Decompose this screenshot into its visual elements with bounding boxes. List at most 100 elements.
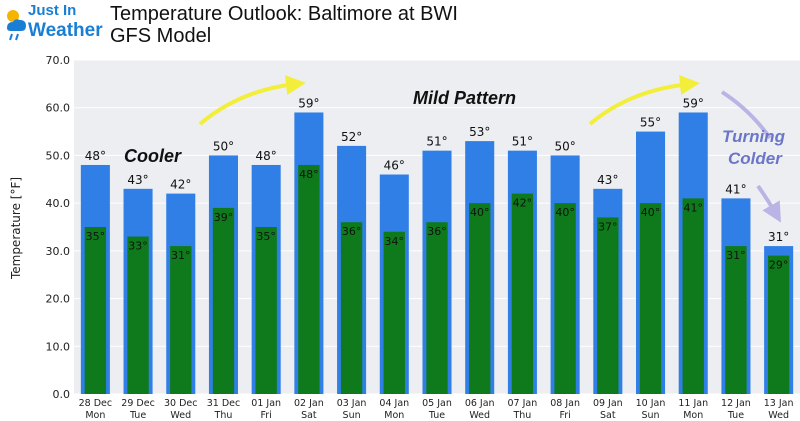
high-value-label: 53° [469,125,490,139]
y-axis-label: Temperature [°F] [9,177,23,280]
annotation-turning: Turning [722,127,786,146]
x-tick-day: Sun [343,410,361,421]
x-tick-day: Tue [727,410,744,421]
low-value-label: 34° [385,235,405,248]
high-value-label: 42° [170,178,191,192]
weather-logo-icon [7,10,26,41]
x-tick-day: Fri [559,410,570,421]
bar-low [469,203,491,394]
bar-low [554,203,576,394]
bar-low [725,246,747,394]
x-tick-day: Sat [600,410,616,421]
x-tick-day: Tue [428,410,445,421]
high-value-label: 41° [725,182,746,196]
bar-low [426,222,448,394]
annotation-mild-pattern: Mild Pattern [413,88,516,108]
low-value-label: 39° [214,211,234,224]
low-value-label: 31° [726,249,746,262]
x-tick-date: 28 Dec [79,398,113,409]
low-value-label: 35° [256,230,276,243]
x-tick-day: Tue [129,410,146,421]
x-tick-date: 09 Jan [593,398,623,409]
low-value-label: 40° [555,206,575,219]
bar-low [511,193,534,394]
high-value-label: 59° [683,96,704,110]
bar-low [127,236,149,394]
low-value-label: 40° [470,206,490,219]
bar-low [340,222,363,394]
bar-low [298,164,320,394]
high-value-label: 59° [298,96,319,110]
bar-low [597,217,619,394]
bar-low [767,255,790,394]
x-tick-day: Mon [683,410,703,421]
high-value-label: 51° [512,135,533,149]
y-tick-label: 40.0 [46,197,71,210]
high-value-label: 46° [384,159,405,173]
annotation-cooler: Cooler [124,146,182,166]
y-tick-label: 10.0 [46,340,71,353]
y-tick-label: 0.0 [53,388,71,401]
chart-subtitle: GFS Model [110,25,212,47]
x-tick-day: Wed [170,410,191,421]
y-tick-label: 30.0 [46,245,71,258]
x-tick-date: 11 Jan [678,398,708,409]
x-tick-date: 02 Jan [294,398,324,409]
bar-low [170,246,192,394]
bar-low [639,203,662,394]
high-value-label: 50° [213,139,234,153]
header: Just In Weather Temperature Outlook: Bal… [0,0,800,48]
low-value-label: 31° [171,249,191,262]
logo-line2: Weather [28,20,103,41]
high-value-label: 31° [768,230,789,244]
chart-title: Temperature Outlook: Baltimore at BWI [110,3,458,25]
yellow-arrow-left [198,75,306,126]
x-tick-day: Wed [768,410,789,421]
high-value-label: 50° [554,139,575,153]
bar-low [383,231,405,394]
x-tick-day: Sat [301,410,317,421]
bars: 48° 35° 43° 33° 42° 31° 50° 39° 48° 35° 59° 48° 52° 3… [80,96,794,395]
x-tick-date: 31 Dec [207,398,241,409]
x-tick-date: 29 Dec [121,398,155,409]
high-value-label: 55° [640,116,661,130]
low-value-label: 36° [342,225,362,238]
annotation-colder: Colder [728,149,783,168]
x-tick-date: 03 Jan [337,398,367,409]
low-value-label: 37° [598,220,618,233]
logo-line1: Just In [28,2,77,19]
x-tick-day: Fri [261,410,272,421]
high-value-label: 51° [426,135,447,149]
low-value-label: 42° [513,197,533,210]
low-value-label: 40° [641,206,661,219]
low-value-label: 29° [769,259,789,272]
x-tick-date: 08 Jan [550,398,580,409]
x-tick-date: 06 Jan [465,398,495,409]
y-axis-ticks: 0.0 10.0 20.0 30.0 40.0 50.0 60.0 70.0 [46,54,71,401]
high-value-label: 48° [85,149,106,163]
x-tick-date: 01 Jan [251,398,281,409]
x-tick-date: 13 Jan [764,398,794,409]
x-tick-day: Thu [214,410,233,421]
low-value-label: 36° [427,225,447,238]
chart-titles: Temperature Outlook: Baltimore at BWI GF… [110,3,458,47]
x-tick-date: 07 Jan [508,398,538,409]
x-tick-day: Thu [512,410,531,421]
x-tick-day: Mon [384,410,404,421]
y-tick-label: 50.0 [46,149,71,162]
low-value-label: 48° [299,168,319,181]
high-value-label: 48° [256,149,277,163]
y-tick-label: 60.0 [46,102,71,115]
high-value-label: 43° [597,173,618,187]
x-tick-date: 05 Jan [422,398,452,409]
y-tick-label: 20.0 [46,293,71,306]
low-value-label: 33° [128,240,148,253]
x-tick-date: 04 Jan [379,398,409,409]
low-value-label: 41° [683,201,703,214]
y-tick-label: 70.0 [46,54,71,67]
x-tick-day: Mon [85,410,105,421]
bar-low [212,207,235,394]
logo: Just In Weather [4,2,114,46]
